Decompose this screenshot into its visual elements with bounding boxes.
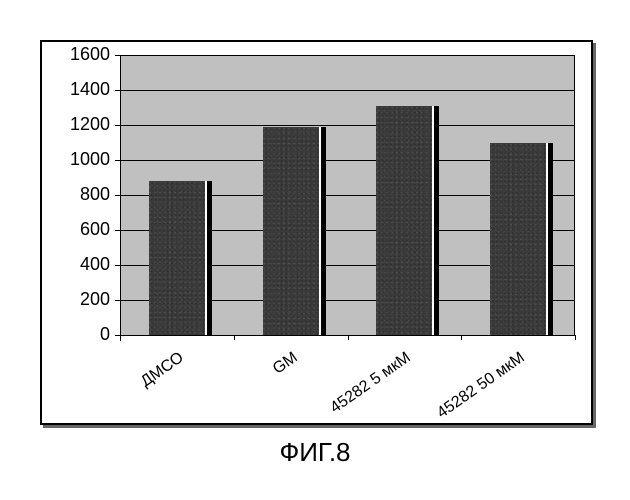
bar [149,181,207,335]
y-axis-label: 1200 [55,114,110,135]
bar [376,106,434,335]
y-axis-label: 0 [55,324,110,345]
gridline [120,90,575,91]
y-axis-label: 1600 [55,44,110,65]
x-tick [120,335,121,340]
y-axis-label: 200 [55,289,110,310]
y-axis-label: 800 [55,184,110,205]
y-axis [120,55,121,341]
bar [263,127,321,335]
y-axis-label: 1400 [55,79,110,100]
x-tick [234,335,235,340]
y-axis-label: 600 [55,219,110,240]
x-tick [461,335,462,340]
gridline [120,125,575,126]
bar [490,143,548,336]
x-axis [115,335,575,336]
x-tick [575,335,576,340]
figure-caption: ФИГ.8 [0,437,630,468]
x-tick [348,335,349,340]
y-axis-label: 400 [55,254,110,275]
y-axis-label: 1000 [55,149,110,170]
